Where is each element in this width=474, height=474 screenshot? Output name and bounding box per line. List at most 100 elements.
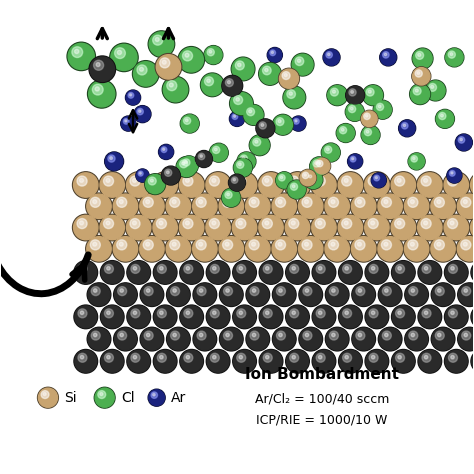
Circle shape [259,305,283,328]
Circle shape [75,306,97,328]
Circle shape [329,287,338,296]
Circle shape [357,242,361,246]
Circle shape [383,287,392,296]
Circle shape [231,177,238,183]
Circle shape [346,86,365,105]
Circle shape [128,306,150,328]
Circle shape [462,331,471,340]
Circle shape [143,197,153,207]
Circle shape [204,77,213,86]
Circle shape [446,306,467,328]
Circle shape [166,237,191,261]
Circle shape [378,283,402,307]
Circle shape [322,144,339,161]
Circle shape [471,305,474,328]
Circle shape [279,289,282,292]
Circle shape [410,200,414,204]
Circle shape [206,215,230,240]
Circle shape [287,350,309,372]
Circle shape [196,151,212,167]
Circle shape [459,328,474,350]
Circle shape [256,119,275,138]
Circle shape [225,242,229,246]
Circle shape [371,221,374,225]
Circle shape [262,176,273,186]
Text: ICP/RIE = 1000/10 W: ICP/RIE = 1000/10 W [256,414,388,427]
Circle shape [152,214,178,241]
Circle shape [284,172,311,198]
Circle shape [358,289,362,292]
Circle shape [219,327,243,351]
Circle shape [323,49,340,66]
Circle shape [339,262,361,283]
Circle shape [185,53,189,57]
Circle shape [361,126,380,145]
Circle shape [87,237,111,261]
Circle shape [234,95,243,104]
Circle shape [183,117,191,124]
Circle shape [399,120,416,137]
Circle shape [328,86,347,105]
Circle shape [75,350,97,372]
Circle shape [366,350,388,372]
Circle shape [348,105,356,113]
Circle shape [265,178,269,182]
Circle shape [127,349,151,373]
Circle shape [289,219,299,228]
Circle shape [408,153,425,170]
Circle shape [273,283,296,307]
Circle shape [413,68,430,85]
Circle shape [347,154,363,169]
Circle shape [262,219,273,228]
Circle shape [450,53,453,55]
Circle shape [223,240,233,250]
Circle shape [278,200,282,204]
Circle shape [90,57,115,82]
Circle shape [234,115,236,118]
Circle shape [255,140,258,143]
Circle shape [338,349,362,373]
Circle shape [363,85,383,106]
Circle shape [234,306,255,328]
Circle shape [96,63,100,66]
Circle shape [307,173,314,181]
Circle shape [229,91,253,115]
Circle shape [180,349,203,373]
Circle shape [205,214,231,241]
Circle shape [185,119,188,122]
Circle shape [312,173,336,197]
Circle shape [164,169,172,176]
Circle shape [344,221,348,225]
Circle shape [443,172,470,198]
Circle shape [252,333,256,337]
Circle shape [89,56,116,82]
Circle shape [86,193,112,219]
Circle shape [180,156,199,175]
Circle shape [300,328,321,350]
Circle shape [204,46,223,64]
Circle shape [95,388,114,407]
Circle shape [245,193,271,219]
Circle shape [87,194,111,219]
Circle shape [74,305,98,328]
Circle shape [404,194,429,219]
Circle shape [278,242,282,246]
Circle shape [75,262,97,283]
Circle shape [371,266,375,270]
Circle shape [365,128,372,136]
Circle shape [355,240,365,250]
Circle shape [410,84,430,105]
Circle shape [451,356,454,359]
Circle shape [193,283,217,307]
Circle shape [219,194,244,219]
Circle shape [434,240,445,250]
Circle shape [115,48,126,58]
Circle shape [195,151,212,167]
Circle shape [180,261,203,284]
Circle shape [431,237,455,261]
Circle shape [199,242,202,246]
Circle shape [112,193,139,219]
Circle shape [156,219,166,228]
Circle shape [92,84,103,95]
Text: Cl: Cl [121,391,135,405]
